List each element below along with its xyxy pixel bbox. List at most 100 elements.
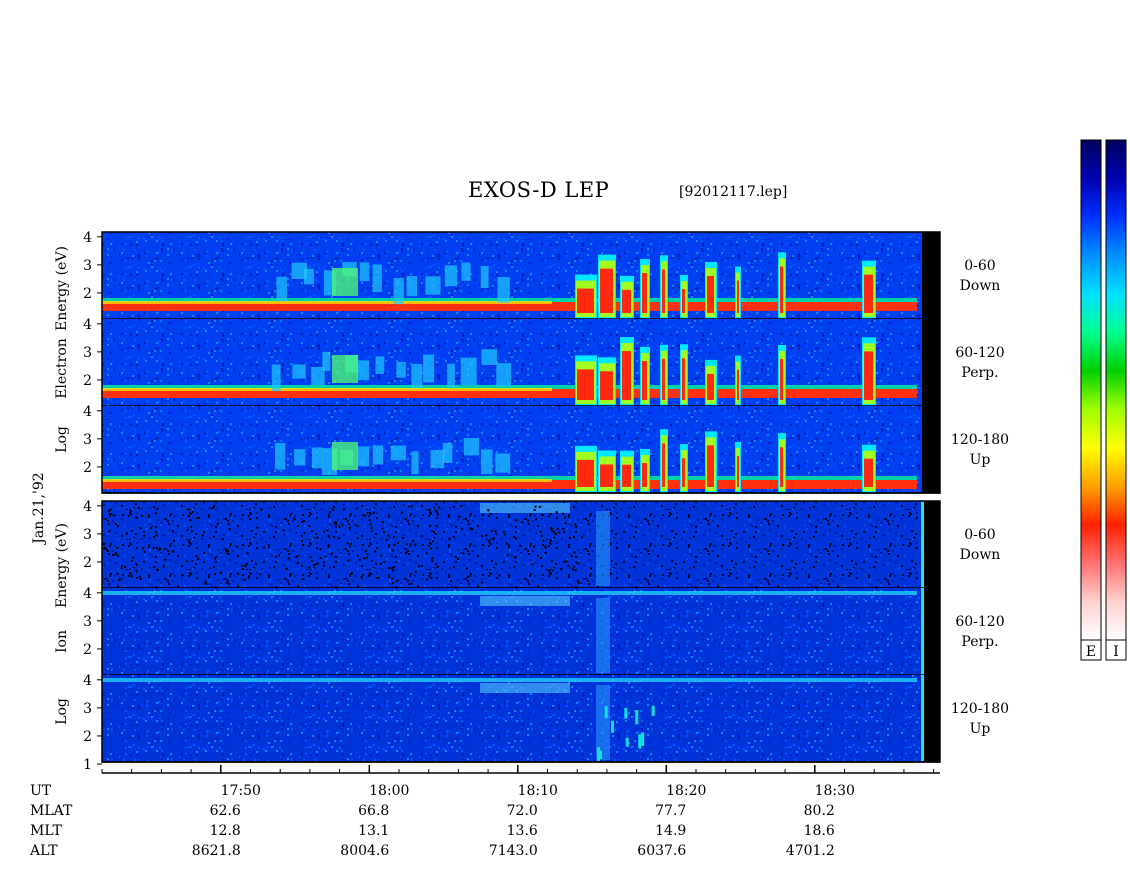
electron-burst-core	[864, 351, 873, 400]
ion-top-band	[102, 591, 917, 595]
ion-dropout	[572, 568, 575, 571]
ion-dropout	[137, 506, 140, 509]
ion-dropout	[241, 568, 244, 571]
electron-band-glow	[102, 476, 917, 481]
electron-patch	[357, 360, 370, 381]
ion-dropout	[565, 560, 568, 563]
ion-dropout	[577, 581, 580, 584]
ion-dropout	[414, 570, 417, 573]
panel-ion-1-no-data	[922, 501, 940, 588]
ion-dropout	[302, 578, 305, 581]
ion-dropout	[143, 534, 146, 537]
ion-dropout	[410, 582, 413, 585]
electron-patch	[375, 356, 385, 375]
y-tick-label: 3	[83, 527, 92, 543]
ion-dropout	[124, 565, 127, 568]
ion-dropout	[341, 524, 344, 527]
electron-burst-core	[682, 289, 685, 313]
ion-dropout	[542, 539, 545, 542]
ion-feature	[480, 596, 570, 606]
electron-patch	[425, 276, 441, 295]
ion-dropout	[385, 538, 388, 541]
ion-dropout	[259, 573, 262, 576]
y-tick-label: 4	[83, 499, 92, 515]
ion-dropout	[185, 560, 188, 563]
electron-burst-core	[622, 289, 631, 313]
ion-dropout	[356, 507, 359, 510]
ion-dropout	[319, 556, 322, 559]
ion-dropout	[262, 546, 265, 549]
ion-dropout	[400, 511, 403, 514]
ion-dropout	[373, 511, 376, 514]
ion-dropout	[109, 508, 112, 511]
ion-dropout	[370, 526, 373, 529]
electron-burst-core	[600, 268, 613, 313]
ion-dropout	[430, 576, 433, 579]
ion-dropout	[544, 551, 547, 554]
panel-ion-3-no-data	[922, 675, 940, 762]
y-tick-label: 4	[83, 586, 92, 602]
ion-dropout	[309, 556, 312, 559]
ion-dropout	[162, 565, 165, 568]
ion-dropout	[135, 569, 138, 572]
ion-feature	[604, 706, 608, 718]
ion-feature	[480, 683, 570, 693]
ion-dropout	[570, 555, 573, 558]
colorbar-label-box	[1080, 639, 1102, 661]
y-tick-label: 3	[83, 614, 92, 630]
direction-label: Up	[970, 721, 991, 737]
ion-dropout	[540, 557, 543, 560]
ion-dropout	[551, 569, 554, 572]
ion-dropout	[562, 512, 565, 515]
x-row-value: 8621.8	[192, 843, 241, 859]
x-row-name-ut: UT	[30, 783, 52, 799]
date-label: Jan.21,'92	[31, 472, 47, 545]
ion-dropout	[576, 580, 579, 583]
ion-dropout	[112, 554, 115, 557]
ion-dropout	[574, 569, 577, 572]
file-label: [92012117.lep]	[679, 184, 788, 200]
electron-patch	[406, 276, 418, 297]
ion-dropout	[347, 559, 350, 562]
ion-dropout	[533, 508, 536, 511]
y-tick-label: 3	[83, 258, 92, 274]
ion-dropout	[562, 527, 565, 530]
electron-patch	[323, 270, 336, 296]
chart-title: EXOS-D LEP	[468, 178, 610, 202]
ion-dropout	[237, 572, 240, 575]
electron-patch	[357, 446, 370, 467]
ion-dropout	[154, 512, 157, 515]
ion-dropout	[334, 520, 337, 523]
ion-feature	[598, 750, 602, 760]
group-frame-ion	[101, 500, 941, 763]
ion-dropout	[156, 568, 159, 571]
ion-dropout	[408, 505, 411, 508]
y-tick-label: 4	[83, 404, 92, 420]
ion-dropout	[156, 507, 159, 510]
ion-dropout	[429, 511, 432, 514]
ion-dropout	[429, 524, 432, 527]
ion-dropout	[108, 530, 111, 533]
ion-dropout	[316, 562, 319, 565]
ion-dropout	[120, 567, 123, 570]
ion-dropout	[308, 525, 311, 528]
ion-feature	[596, 511, 610, 586]
ion-dropout	[456, 557, 459, 560]
x-row-value: 66.8	[358, 803, 389, 819]
panel-electron-1-no-data	[922, 232, 940, 319]
ion-dropout	[256, 526, 259, 529]
y-tick-label: 2	[83, 286, 92, 302]
ion-dropout	[466, 575, 469, 578]
panel-ion-3: 4 3 2 1 120-180 Up	[83, 673, 1009, 773]
ion-dropout	[381, 521, 384, 524]
x-row-value: 14.9	[655, 823, 686, 839]
ion-dropout	[519, 544, 522, 547]
ion-dropout	[391, 577, 394, 580]
electron-patch	[480, 266, 489, 289]
ion-dropout	[303, 532, 306, 535]
direction-label: Down	[960, 278, 1001, 294]
x-row-value: 13.1	[358, 823, 389, 839]
ion-dropout	[296, 562, 299, 565]
ion-dropout	[289, 573, 292, 576]
ion-dropout	[549, 539, 552, 542]
